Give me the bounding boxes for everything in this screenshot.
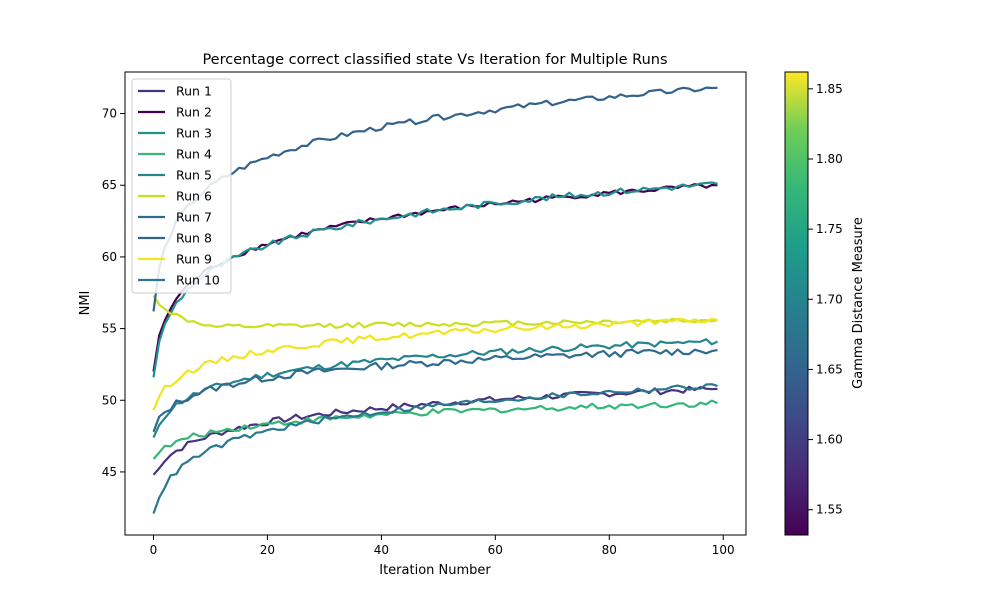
x-tick-label: 0 <box>150 543 158 557</box>
y-axis-ticks: 45 50 55 60 65 70 <box>102 107 125 479</box>
legend-label: Run 9 <box>176 252 212 267</box>
y-tick-label: 65 <box>102 178 117 192</box>
plot-frame <box>124 71 747 536</box>
colorbar-tick-label: 1.70 <box>816 292 843 306</box>
colorbar-tick-label: 1.80 <box>816 152 843 166</box>
legend: Run 1 Run 2 Run 3 Run 4 Run 5 Run 6 Run 7 Run 8… <box>131 78 232 294</box>
series-line-run-4 <box>152 399 718 460</box>
series-line-run-9 <box>152 317 718 411</box>
legend-label: Run 1 <box>176 84 212 99</box>
y-tick-label: 55 <box>102 322 117 336</box>
colorbar-tick-label: 1.85 <box>816 82 843 96</box>
colorbar-tick-label: 1.60 <box>816 433 843 447</box>
colorbar-tick-label: 1.65 <box>816 362 843 376</box>
colorbar-tick-label: 1.75 <box>816 222 843 236</box>
series-line-run-5 <box>152 338 718 438</box>
colorbar-label: Gamma Distance Measure <box>851 217 866 389</box>
y-axis-label: NMI <box>78 291 93 316</box>
x-tick-label: 80 <box>602 543 617 557</box>
legend-label: Run 8 <box>176 231 212 246</box>
colorbar <box>784 71 809 536</box>
series-line-run-10 <box>152 383 718 514</box>
series-layer <box>152 86 718 514</box>
y-tick-label: 45 <box>102 465 117 479</box>
x-tick-label: 60 <box>488 543 503 557</box>
legend-label: Run 5 <box>176 168 212 183</box>
x-tick-label: 40 <box>374 543 389 557</box>
y-tick-label: 70 <box>102 107 117 121</box>
x-axis-ticks: 0 20 40 60 80 100 <box>150 535 735 557</box>
x-tick-label: 100 <box>712 543 735 557</box>
legend-label: Run 6 <box>176 189 212 204</box>
legend-label: Run 4 <box>176 147 212 162</box>
legend-label: Run 2 <box>176 105 212 120</box>
series-line-run-8 <box>152 86 718 312</box>
colorbar-ticks: 1.55 1.60 1.65 1.70 1.75 1.80 1.85 <box>808 82 843 517</box>
legend-label: Run 10 <box>176 273 220 288</box>
legend-label: Run 3 <box>176 126 212 141</box>
x-tick-label: 20 <box>260 543 275 557</box>
colorbar-tick-label: 1.55 <box>816 503 843 517</box>
y-tick-label: 50 <box>102 393 117 407</box>
y-tick-label: 60 <box>102 250 117 264</box>
legend-label: Run 7 <box>176 210 212 225</box>
series-line-run-3 <box>152 181 718 378</box>
x-axis-label: Iteration Number <box>379 563 491 578</box>
series-line-run-7 <box>152 348 718 433</box>
chart-title: Percentage correct classified state Vs I… <box>202 52 667 68</box>
